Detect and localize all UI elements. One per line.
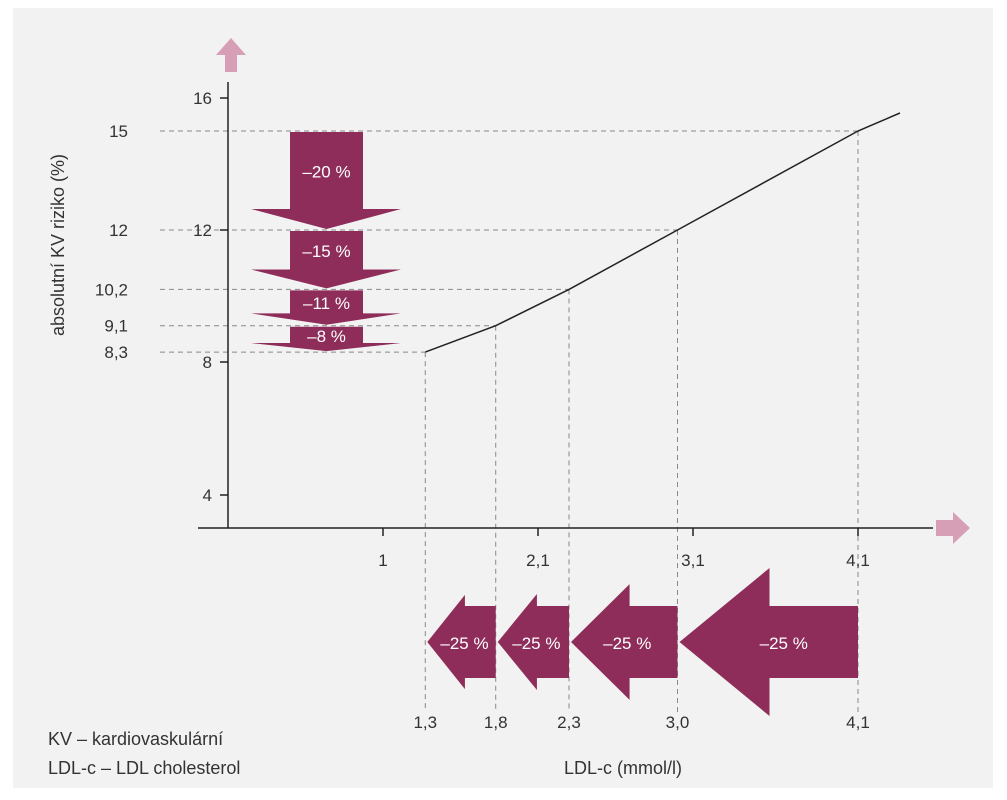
x-tick-label: 1 [378,551,387,570]
risk-reduction-arrow [251,132,401,229]
ldl-point-label: 2,3 [557,713,581,732]
risk-point-label: 12 [109,221,128,240]
legend-kv: KV – kardiovaskulární [48,729,223,749]
x-axis-title: LDL-c (mmol/l) [564,758,682,778]
ldl-reduction-label: –25 % [440,634,488,653]
x-tick-label: 2,1 [526,551,550,570]
ldl-reduction-label: –25 % [512,634,560,653]
risk-point-label: 10,2 [95,280,128,299]
risk-point-label: 8,3 [104,343,128,362]
ldl-reduction-label: –25 % [603,634,651,653]
risk-reduction-arrow [251,290,401,325]
ldl-reduction-label: –25 % [760,634,808,653]
ldl-reduction-arrow [679,568,858,716]
y-axis-title: absolutní KV riziko (%) [48,154,68,336]
risk-reduction-label: –11 % [303,294,350,313]
x-tick-label: 4,1 [846,551,870,570]
ldl-reduction-arrows: –25 % –25 % –25 % –25 % [427,568,858,716]
ldl-reduction-arrow [497,594,569,690]
ldl-point-label: 1,3 [413,713,437,732]
risk-reduction-label: –20 % [302,163,350,182]
risk-point-labels: 15 12 10,2 9,1 8,3 [95,122,128,362]
ldl-point-labels: 1,3 1,8 2,3 3,0 4,1 [413,713,869,732]
ldl-point-label: 4,1 [846,713,870,732]
risk-point-label: 9,1 [104,317,128,336]
x-tick-label: 3,1 [681,551,705,570]
risk-reduction-label: –8 % [307,327,346,346]
y-tick-label: 4 [203,486,212,505]
ldl-point-label: 3,0 [666,713,690,732]
risk-line [425,112,901,353]
y-tick-label: 12 [193,221,212,240]
ldl-reduction-arrow [427,594,496,690]
risk-point-label: 15 [109,122,128,141]
ldl-reduction-arrow [571,584,678,700]
y-tick-label: 16 [193,89,212,108]
y-axis-ticks: 4 8 12 16 [193,89,228,505]
x-axis-right-arrow-icon [936,512,970,544]
y-axis-up-arrow-icon [216,38,246,72]
ldl-point-label: 1,8 [484,713,508,732]
y-tick-label: 8 [203,353,212,372]
legend-ldl: LDL-c – LDL cholesterol [48,758,240,778]
risk-reduction-arrow [251,326,401,352]
risk-reduction-arrow [251,231,401,289]
risk-reduction-label: –15 % [302,242,350,261]
x-axis-ticks: 1 2,1 3,1 4,1 [378,528,870,570]
risk-reduction-arrows: –20 % –15 % –11 % –8 % [251,132,401,352]
